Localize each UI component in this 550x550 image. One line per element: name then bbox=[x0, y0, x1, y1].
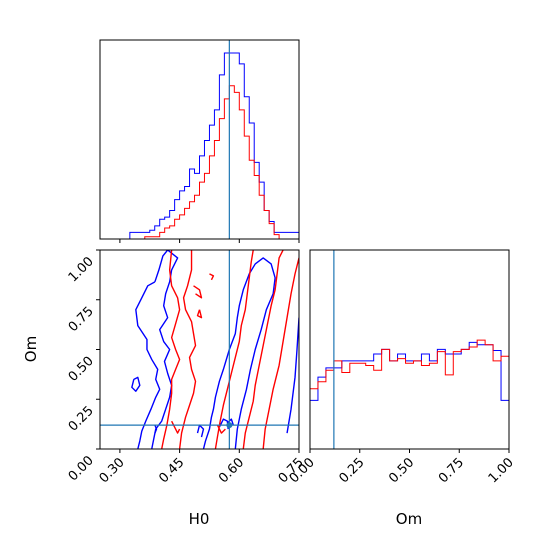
contour-line-0-0 bbox=[154, 250, 169, 283]
om-x-ticks: 0.00 0.25 0.50 0.75 1.00 bbox=[287, 449, 517, 486]
y-tick-label: 1.00 bbox=[66, 254, 97, 285]
contour-line-1-6 bbox=[242, 250, 284, 449]
h0-marginal-panel bbox=[99, 39, 300, 243]
joint-truth-lines bbox=[100, 250, 299, 449]
om-marginal-panel: 0.00 0.25 0.50 0.75 1.00 Om bbox=[287, 249, 517, 528]
om-histogram-series bbox=[309, 339, 510, 449]
h0-histogram-series bbox=[129, 52, 300, 240]
histogram-step-1 bbox=[309, 339, 510, 449]
x-axis-label-om: Om bbox=[396, 510, 422, 528]
contour-line-0-6 bbox=[286, 317, 299, 434]
joint-x-ticks: 0.30 0.45 0.60 0.75 bbox=[97, 449, 307, 486]
h0-hist-x-ticks bbox=[119, 239, 300, 243]
contour-line-1-7 bbox=[262, 257, 299, 449]
x-tick-label: 0.60 bbox=[216, 455, 247, 486]
x-tick-label: 0.45 bbox=[156, 455, 187, 486]
x-tick-label: 1.00 bbox=[486, 455, 517, 486]
x-tick-label: 0.25 bbox=[336, 455, 367, 486]
y-tick-label: 0.75 bbox=[66, 304, 97, 335]
contour-line-1-5 bbox=[214, 250, 254, 449]
contour-line-0-3 bbox=[131, 376, 141, 392]
x-tick-label: 0.30 bbox=[97, 455, 128, 486]
contour-line-1-9 bbox=[216, 424, 226, 434]
joint-y-ticks: 0.00 0.25 0.50 0.75 1.00 bbox=[66, 249, 100, 484]
histogram-step-1 bbox=[129, 85, 299, 240]
contour-series bbox=[131, 250, 299, 449]
x-axis-label-h0: H0 bbox=[189, 510, 210, 528]
joint-frame bbox=[99, 249, 300, 450]
contour-line-0-1 bbox=[135, 281, 161, 449]
contour-line-0-8 bbox=[196, 424, 205, 438]
truth-point bbox=[226, 422, 233, 429]
contour-line-0-4 bbox=[154, 424, 158, 434]
contour-line-1-1 bbox=[178, 250, 197, 449]
contour-line-1-0 bbox=[161, 250, 181, 449]
contour-line-0-2 bbox=[151, 250, 179, 449]
x-tick-label: 0.75 bbox=[436, 455, 467, 486]
y-tick-label: 0.25 bbox=[66, 403, 97, 434]
contour-line-1-2 bbox=[193, 285, 203, 299]
h0-marginal-frame bbox=[99, 39, 300, 240]
contour-line-1-4 bbox=[209, 273, 215, 281]
om-marginal-frame bbox=[309, 249, 510, 450]
y-tick-label: 0.00 bbox=[66, 453, 97, 484]
contour-line-1-3 bbox=[196, 309, 203, 319]
y-tick-label: 0.50 bbox=[66, 354, 97, 385]
joint-contour-panel: 0.30 0.45 0.60 0.75 0.00 0.25 0.50 0.75 1.00 H0… bbox=[22, 249, 307, 528]
x-tick-label: 0.50 bbox=[386, 455, 417, 486]
y-axis-label-om: Om bbox=[22, 336, 40, 362]
contour-line-0-9 bbox=[226, 418, 234, 426]
